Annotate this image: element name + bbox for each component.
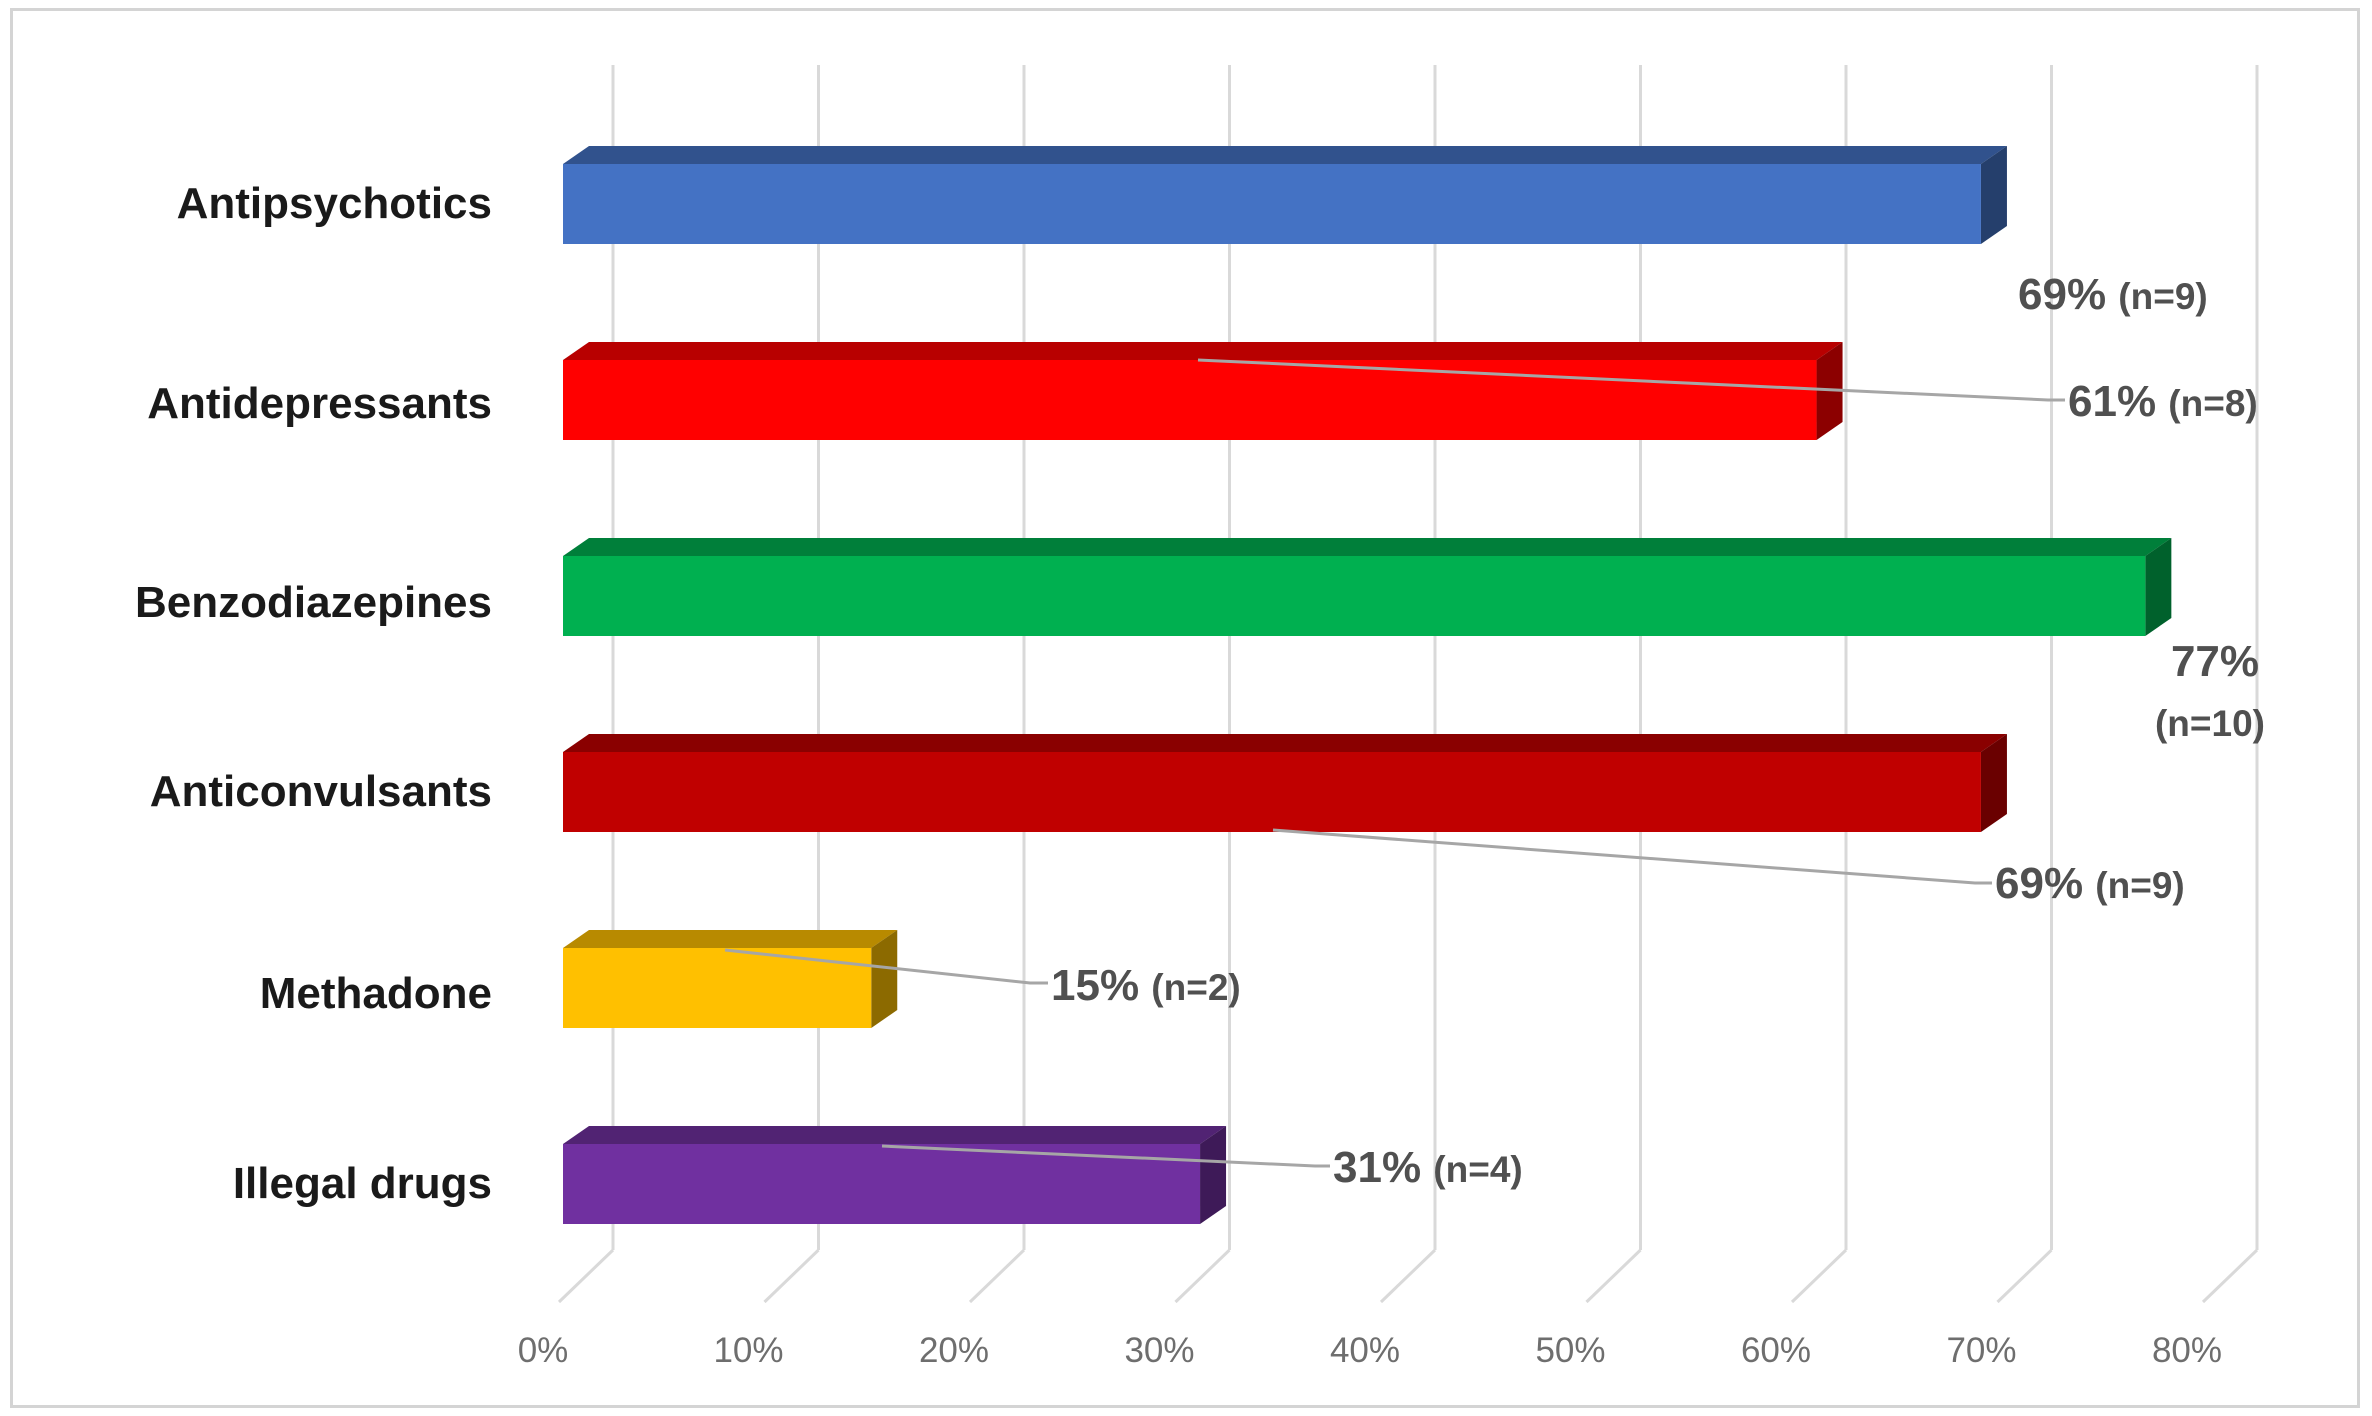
category-label: Antidepressants (147, 379, 492, 428)
data-label: 31% (n=4) (1333, 1143, 1523, 1192)
leader-line (1272, 828, 1992, 885)
data-label: 15% (n=2) (1051, 961, 1241, 1010)
gridline-floor (2201, 1248, 2259, 1304)
category-label: Illegal drugs (233, 1159, 492, 1208)
bar-side (1980, 734, 2007, 832)
x-tick-label: 0% (518, 1331, 569, 1370)
gridline-floor (1174, 1248, 1231, 1304)
bar[interactable] (563, 752, 1981, 832)
bar-side (1980, 146, 2007, 244)
bar-side (2145, 538, 2172, 636)
bar[interactable] (563, 360, 1817, 440)
x-tick-label: 30% (1124, 1331, 1194, 1370)
leader-line (1197, 358, 2065, 402)
data-label: 69% (n=9) (1995, 859, 2185, 908)
data-label: 77% (2171, 637, 2259, 686)
category-label: Antipsychotics (177, 179, 492, 228)
x-tick-label: 70% (1946, 1331, 2016, 1370)
category-label: Benzodiazepines (135, 578, 492, 627)
x-tick-label: 80% (2152, 1331, 2222, 1370)
bar-top (563, 930, 898, 948)
bar-side (871, 930, 898, 1028)
category-label: Anticonvulsants (150, 767, 492, 816)
bar-top (563, 1126, 1227, 1144)
bar[interactable] (563, 164, 1981, 244)
grid-lines (557, 65, 2259, 1304)
leader-line (724, 948, 1048, 985)
bar-top (563, 146, 2007, 164)
gridline-floor (1996, 1248, 2053, 1304)
leader-line (881, 1144, 1330, 1168)
data-label: 61% (n=8) (2068, 377, 2258, 426)
bar[interactable] (563, 1144, 1201, 1224)
data-label-n: (n=10) (2155, 703, 2265, 744)
gridline-floor (763, 1248, 820, 1304)
labels: 0% 10% 20% 30% 40% 50% 60% 70% 80% Antipsychotics… (135, 179, 2265, 1370)
x-tick-label: 50% (1535, 1331, 1605, 1370)
x-tick-label: 10% (713, 1331, 783, 1370)
x-tick-label: 40% (1330, 1331, 1400, 1370)
gridline-floor (1379, 1248, 1437, 1304)
bar[interactable] (563, 556, 2146, 636)
x-tick-label: 20% (919, 1331, 989, 1370)
gridline-floor (557, 1248, 615, 1304)
bar-top (563, 538, 2172, 556)
bar-top (563, 734, 2007, 752)
gridline-floor (1790, 1248, 1848, 1304)
bar-top (563, 342, 1843, 360)
leader-lines (724, 358, 2065, 1168)
bar-side (1200, 1126, 1227, 1224)
gridline-floor (968, 1248, 1026, 1304)
bars (563, 146, 2172, 1224)
x-tick-label: 60% (1741, 1331, 1811, 1370)
category-label: Methadone (260, 969, 492, 1018)
data-label: 69% (n=9) (2018, 270, 2208, 319)
gridline-floor (1585, 1248, 1642, 1304)
